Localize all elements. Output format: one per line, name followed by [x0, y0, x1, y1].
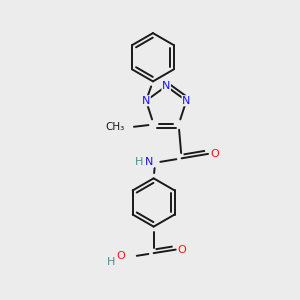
Text: N: N [142, 96, 150, 106]
Text: O: O [116, 251, 125, 261]
Text: H: H [107, 257, 115, 267]
Text: O: O [210, 149, 219, 159]
Text: N: N [162, 81, 170, 91]
Text: N: N [182, 96, 190, 106]
Text: N: N [145, 158, 154, 167]
Text: CH₃: CH₃ [105, 122, 124, 132]
Text: H: H [135, 158, 143, 167]
Text: O: O [178, 244, 187, 255]
